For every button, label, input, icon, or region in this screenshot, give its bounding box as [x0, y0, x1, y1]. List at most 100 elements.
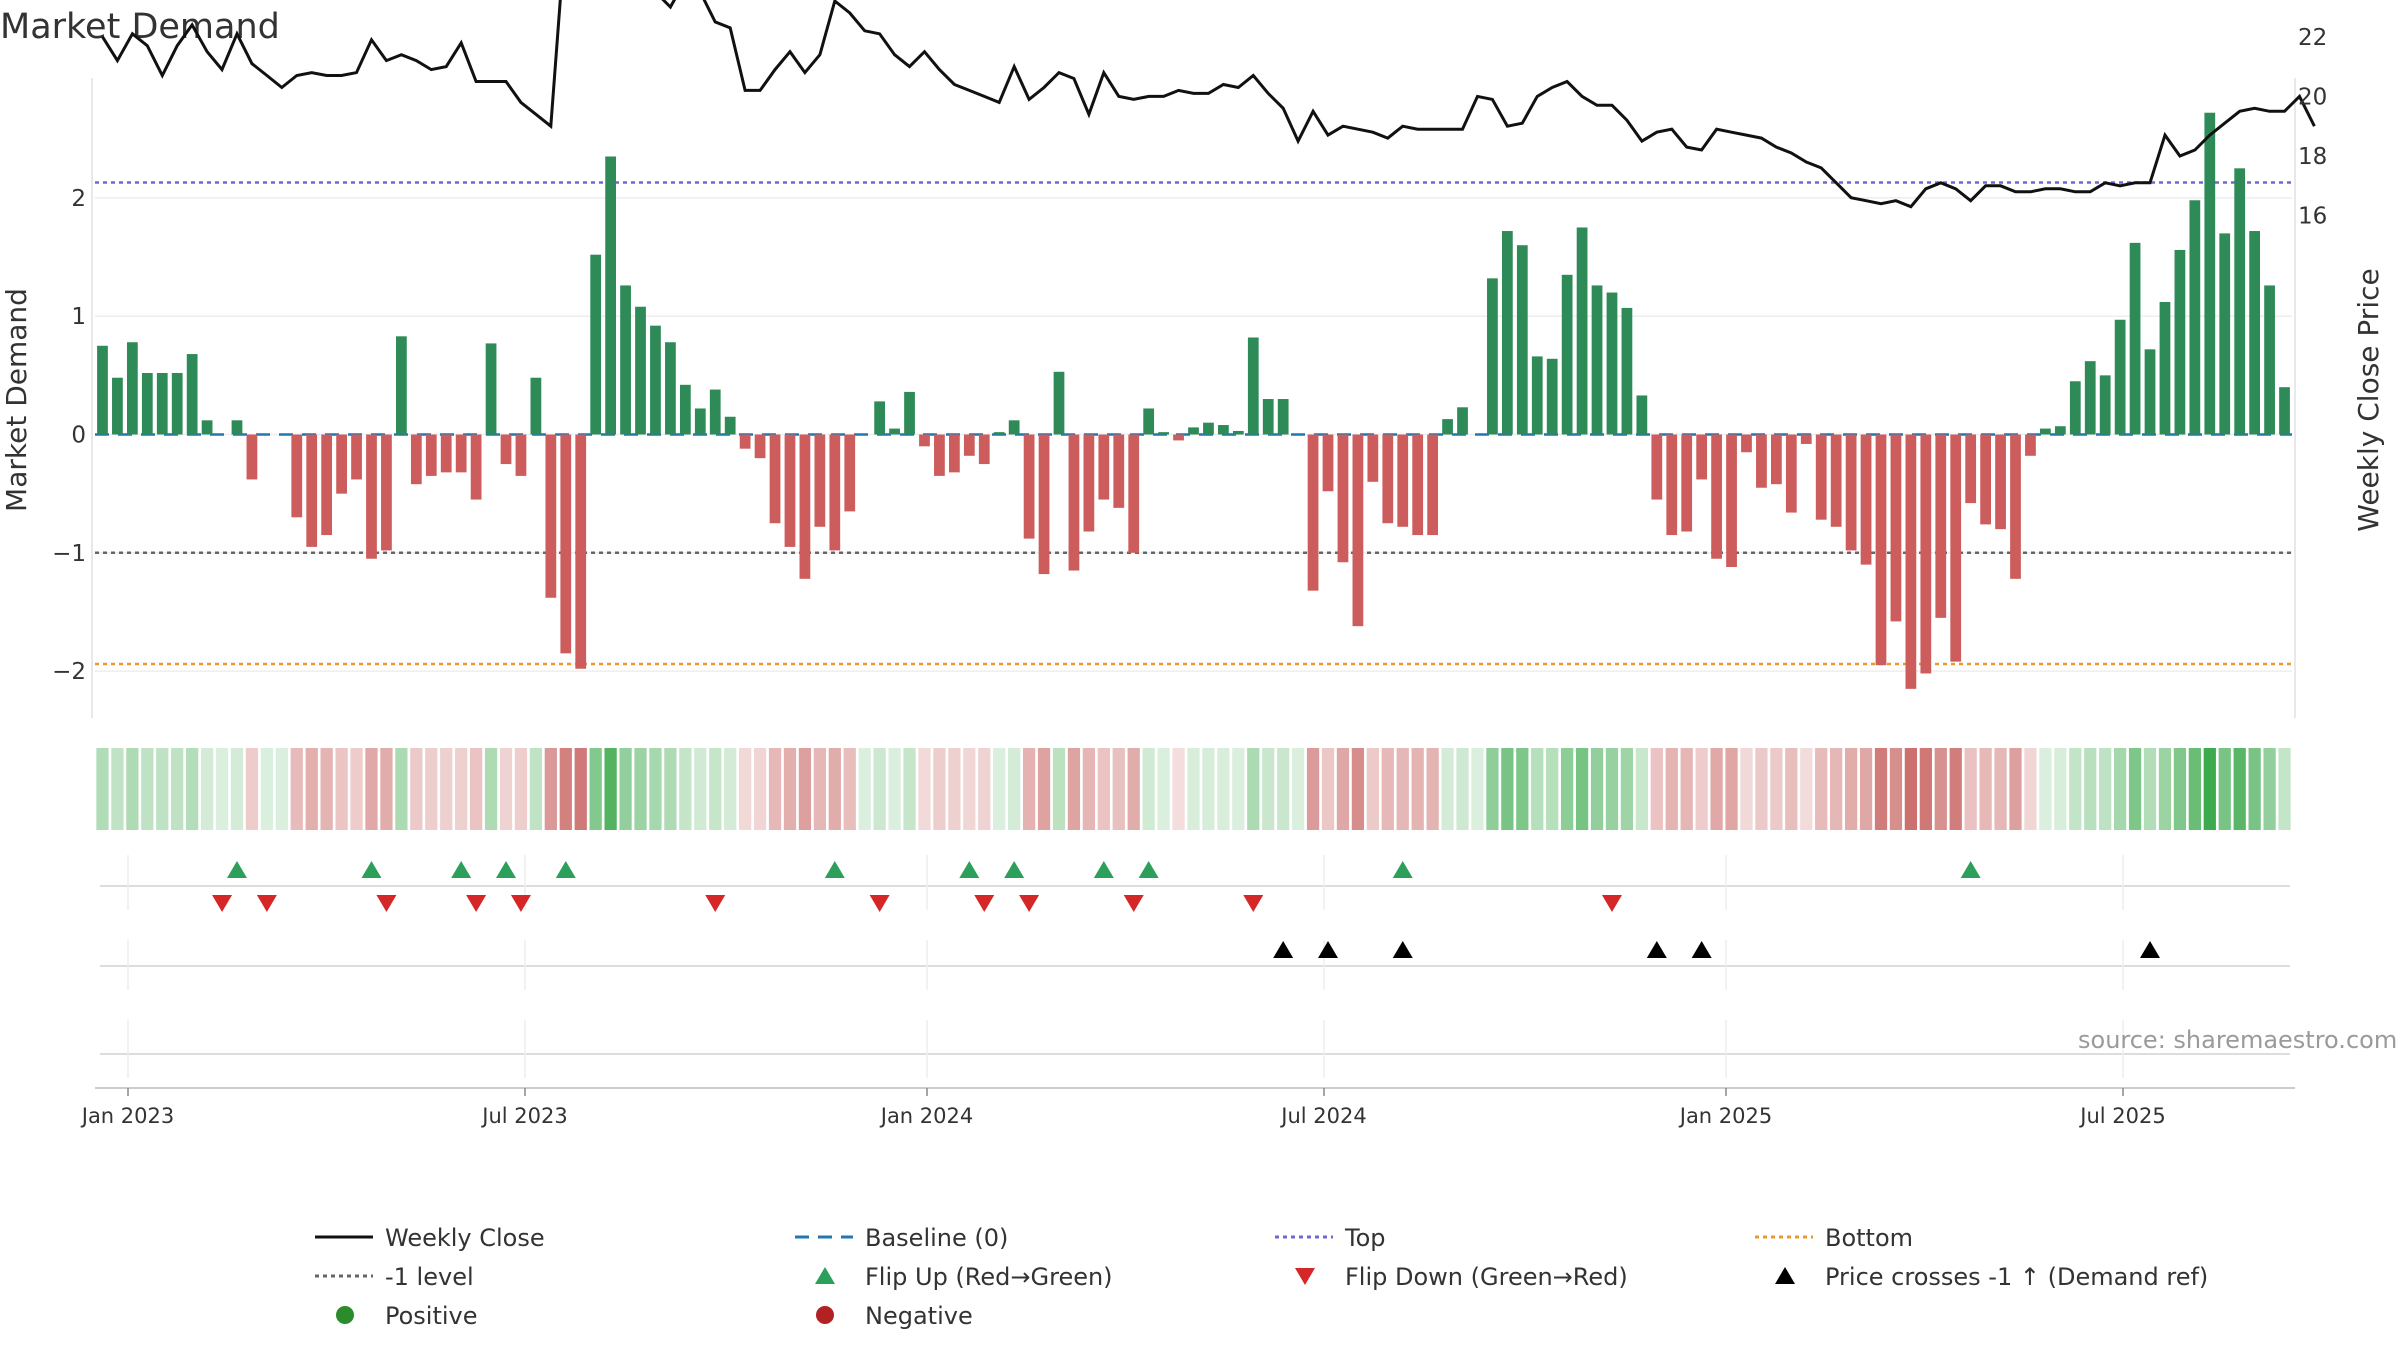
heat-cell [455, 748, 468, 830]
demand-bar [889, 428, 900, 435]
heat-cell [1725, 748, 1738, 830]
demand-bar [410, 434, 422, 485]
flip-down-marker [1123, 895, 1144, 912]
demand-bar [1083, 434, 1095, 532]
heat-cell [933, 748, 946, 830]
flip-down-marker [869, 895, 890, 912]
flip-down-marker [705, 895, 726, 912]
heat-cell [215, 748, 229, 830]
heat-cell [828, 748, 841, 830]
heat-cell [813, 748, 826, 830]
demand-bar [1322, 434, 1334, 492]
demand-bar [1905, 434, 1917, 689]
heat-cell [1247, 748, 1260, 830]
heat-cell [1187, 748, 1200, 830]
heat-cell [1695, 748, 1708, 830]
heat-cell [858, 748, 871, 830]
heat-cell [1202, 748, 1215, 830]
heat-cell [1336, 748, 1350, 830]
heat-cell [2069, 748, 2082, 830]
demand-bar [291, 434, 303, 518]
demand-bar [1143, 408, 1155, 435]
demand-bar [1621, 307, 1633, 435]
demand-bar [620, 285, 631, 435]
demand-bar [1546, 358, 1558, 435]
heat-cell [619, 748, 632, 830]
x-tick-label: Jan 2024 [879, 1104, 974, 1128]
demand-bar [1965, 434, 1977, 504]
demand-bar [1203, 422, 1214, 435]
demand-bar [1726, 434, 1737, 567]
event-markers [95, 855, 2295, 1089]
demand-bar [485, 343, 497, 435]
demand-bar [2234, 168, 2246, 435]
flip-up-marker [1138, 861, 1159, 878]
demand-bar [530, 377, 542, 435]
demand-bar [605, 156, 617, 435]
heat-cell [1501, 748, 1514, 830]
heat-cell [1710, 748, 1723, 830]
heat-cell [2143, 748, 2157, 830]
flip-down-marker [212, 895, 233, 912]
heat-cell [425, 748, 438, 830]
heat-cell [664, 748, 677, 830]
heat-cell [739, 748, 752, 830]
flip-up-marker [361, 861, 382, 878]
demand-bar [171, 372, 183, 435]
heat-cell [1022, 748, 1036, 830]
heat-cell [798, 748, 812, 830]
demand-bar [874, 401, 886, 435]
demand-bar [515, 434, 527, 476]
flip-down-marker [376, 895, 397, 912]
heat-cell [1157, 748, 1170, 830]
x-tick-label: Jul 2025 [2078, 1104, 2165, 1128]
legend-label: -1 level [385, 1263, 474, 1291]
legend-label: Price crosses -1 ↑ (Demand ref) [1825, 1263, 2208, 1291]
demand-bar [1711, 434, 1722, 559]
heat-cell [1830, 748, 1843, 830]
demand-bar [1337, 434, 1349, 563]
demand-bar [2129, 242, 2141, 435]
heat-cell [1411, 748, 1424, 830]
heat-cell [484, 748, 498, 830]
heat-cell [1859, 748, 1873, 830]
demand-bar [1681, 434, 1693, 532]
legend-label: Flip Up (Red→Green) [865, 1263, 1113, 1291]
demand-bar [246, 434, 258, 480]
heat-cell [350, 748, 363, 830]
flip-down-marker [974, 895, 995, 912]
demand-bar [112, 377, 123, 435]
flip-down-marker [466, 895, 487, 912]
heat-cell [1127, 748, 1140, 830]
heat-cell [1217, 748, 1230, 830]
demand-bar [1995, 434, 2006, 530]
demand-bar [1038, 434, 1050, 575]
heat-cell [2263, 748, 2276, 830]
demand-bar [1845, 434, 1857, 551]
demand-bar [1516, 245, 1528, 435]
heat-cell [1351, 748, 1365, 830]
demand-bar [814, 434, 826, 527]
heat-cell [1889, 748, 1903, 830]
demand-bar [919, 434, 930, 447]
heat-cell [1620, 748, 1634, 830]
demand-bar [575, 434, 587, 669]
heat-cell [783, 748, 797, 830]
demand-bar [1008, 420, 1020, 435]
heat-cell [1979, 748, 1992, 830]
flip-up-marker [555, 861, 576, 878]
heat-cell [1456, 748, 1469, 830]
demand-bar [231, 420, 243, 435]
heat-cell [2113, 748, 2127, 830]
demand-bar [1785, 434, 1797, 513]
heat-cell [559, 748, 572, 830]
heat-cell [2084, 748, 2097, 830]
heat-cell [499, 748, 513, 830]
demand-bar [963, 434, 975, 456]
right-tick-label: 20 [2298, 84, 2327, 110]
demand-bar [560, 434, 572, 654]
heat-cell [335, 748, 348, 830]
heat-cell [993, 748, 1006, 830]
demand-bar [799, 434, 811, 579]
heat-cell [395, 748, 408, 830]
